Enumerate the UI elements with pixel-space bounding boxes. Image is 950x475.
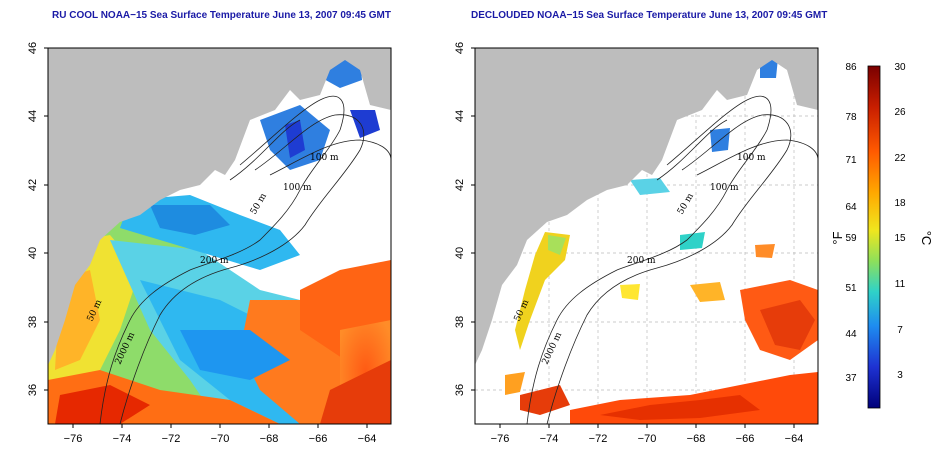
right-lat-label: 46: [454, 42, 466, 54]
right-map: 100 m 100 m 50 m 200 m 50 m 2000 m −76 −…: [454, 42, 819, 445]
right-lat-label: 38: [454, 316, 466, 328]
right-lat-label: 42: [454, 179, 466, 191]
left-lon-label: −76: [64, 433, 83, 445]
left-lon-label: −70: [211, 433, 230, 445]
right-lon-ticks: −76 −74 −72 −70 −68 −66 −64: [491, 424, 804, 445]
colorbar-c-tick: 11: [895, 279, 906, 290]
right-land: [475, 48, 818, 365]
left-map-title: RU COOL NOAA−15 Sea Surface Temperature …: [52, 10, 391, 21]
right-sst-patches: [505, 58, 818, 424]
left-sst-field: [48, 58, 391, 424]
colorbar-c-tick: 15: [894, 233, 906, 244]
left-lat-label: 40: [27, 247, 39, 259]
left-lat-label: 36: [27, 384, 39, 396]
right-lat-ticks: 46 44 42 40 38 36: [454, 42, 475, 396]
colorbar-f-tick: 44: [845, 329, 857, 340]
colorbar-c-tick: 26: [894, 107, 906, 118]
left-lon-label: −64: [358, 433, 377, 445]
colorbar-c-tick: 7: [897, 325, 903, 336]
left-lon-label: −66: [309, 433, 328, 445]
colorbar-c-tick: 22: [894, 153, 906, 164]
right-lon-label: −70: [638, 433, 657, 445]
right-lon-label: −72: [589, 433, 608, 445]
colorbar-f-tick: 86: [845, 62, 857, 73]
left-lon-label: −74: [113, 433, 132, 445]
colorbar-celsius-ticks: 30 26 22 18 15 11 7 3: [894, 62, 906, 381]
right-lat-label: 44: [454, 110, 466, 122]
colorbar-c-tick: 30: [894, 62, 906, 73]
right-lat-label: 36: [454, 384, 466, 396]
left-lat-label: 44: [27, 110, 39, 122]
left-map: 100 m 100 m 50 m 200 m 50 m 2000 m −76 −…: [27, 42, 392, 445]
right-isobath-label-100b: 100 m: [710, 183, 739, 193]
colorbar-f-tick: 37: [845, 373, 857, 384]
colorbar-celsius-unit: °C: [919, 231, 934, 246]
left-lat-label: 46: [27, 42, 39, 54]
colorbar-f-tick: 51: [845, 283, 857, 294]
colorbar-gradient: [867, 65, 881, 409]
colorbar-f-tick: 59: [845, 233, 857, 244]
right-isobaths: [526, 95, 819, 425]
right-lon-label: −66: [736, 433, 755, 445]
left-land: [48, 48, 391, 365]
left-lon-ticks: −76 −74 −72 −70 −68 −66 −64: [64, 424, 377, 445]
colorbar: 86 78 71 64 59 51 44 37 30 26 22 18 15 1…: [830, 62, 934, 409]
left-isobath-label-100b: 100 m: [283, 183, 312, 193]
colorbar-c-tick: 3: [897, 370, 903, 381]
left-lat-label: 42: [27, 179, 39, 191]
left-lat-ticks: 46 44 42 40 38 36: [27, 42, 48, 396]
colorbar-f-tick: 71: [845, 155, 857, 166]
colorbar-fahrenheit-unit: °F: [830, 231, 845, 244]
left-isobaths: [99, 95, 392, 425]
right-lon-label: −76: [491, 433, 510, 445]
colorbar-f-tick: 64: [845, 202, 857, 213]
colorbar-f-tick: 78: [845, 112, 857, 123]
right-lon-label: −74: [540, 433, 559, 445]
colorbar-fahrenheit-ticks: 86 78 71 64 59 51 44 37: [845, 62, 857, 384]
left-isobath-label-100a: 100 m: [310, 153, 339, 163]
left-isobath-label-200: 200 m: [200, 256, 229, 266]
right-lon-label: −64: [785, 433, 804, 445]
colorbar-c-tick: 18: [894, 198, 906, 209]
right-map-title: DECLOUDED NOAA−15 Sea Surface Temperatur…: [471, 10, 828, 21]
left-lat-label: 38: [27, 316, 39, 328]
right-lon-label: −68: [687, 433, 706, 445]
right-lat-label: 40: [454, 247, 466, 259]
right-isobath-label-200: 200 m: [627, 256, 656, 266]
right-isobath-label-100a: 100 m: [737, 153, 766, 163]
left-lon-label: −68: [260, 433, 279, 445]
left-lon-label: −72: [162, 433, 181, 445]
